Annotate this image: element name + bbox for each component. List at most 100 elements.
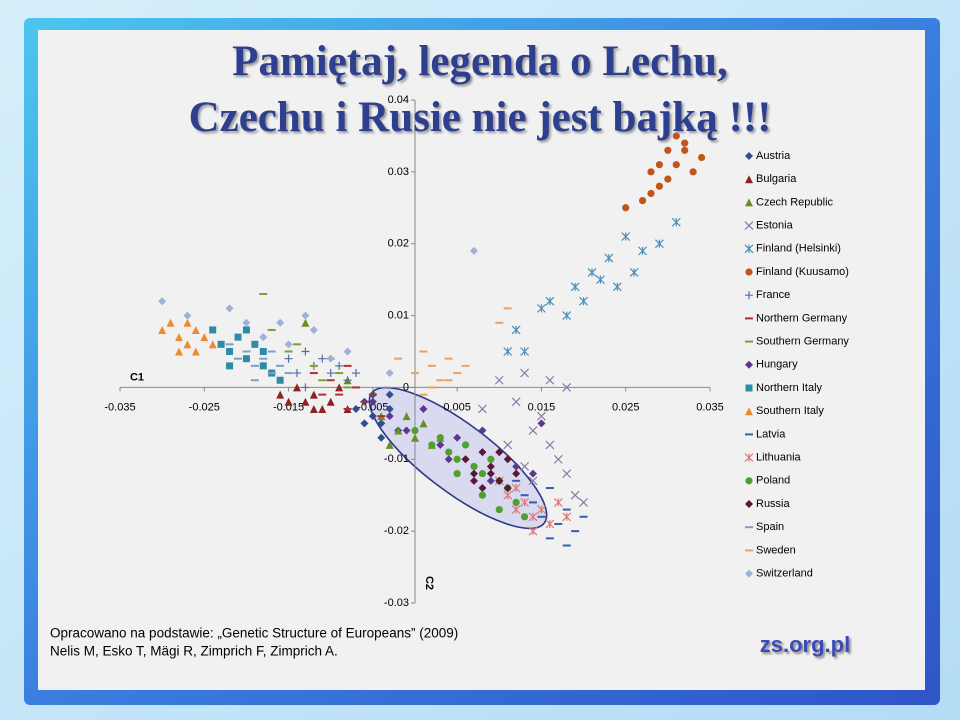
point bbox=[242, 318, 251, 327]
point bbox=[503, 490, 513, 500]
y-axis-label: C2 bbox=[423, 576, 435, 590]
point bbox=[478, 426, 487, 435]
point bbox=[562, 311, 572, 320]
point bbox=[225, 304, 234, 313]
x-tick-label: 0.015 bbox=[528, 401, 556, 413]
point bbox=[200, 333, 209, 342]
point bbox=[612, 282, 622, 292]
point bbox=[461, 441, 470, 449]
point bbox=[301, 383, 310, 392]
point bbox=[495, 505, 503, 514]
point bbox=[183, 311, 192, 320]
point bbox=[562, 469, 572, 479]
point bbox=[681, 139, 689, 147]
point bbox=[175, 333, 183, 342]
point bbox=[175, 347, 183, 356]
point bbox=[486, 476, 495, 485]
point bbox=[545, 375, 555, 385]
x-tick-label: -0.035 bbox=[104, 401, 135, 413]
point bbox=[385, 412, 394, 421]
legend-label: Southern Germany bbox=[756, 336, 849, 348]
point bbox=[503, 347, 513, 356]
point bbox=[461, 455, 470, 464]
legend-marker bbox=[744, 244, 754, 254]
point bbox=[604, 253, 614, 263]
point bbox=[495, 448, 504, 457]
legend-label: Latvia bbox=[756, 428, 786, 440]
plot: -0.035 -0.025 -0.015 -0.005 0.005 0.015 0.025 0… bbox=[104, 94, 723, 609]
point bbox=[621, 232, 631, 241]
point bbox=[511, 325, 521, 335]
point bbox=[512, 469, 521, 478]
point bbox=[528, 526, 538, 536]
legend-label: France bbox=[756, 289, 790, 301]
point bbox=[553, 454, 563, 464]
point bbox=[326, 354, 335, 363]
legend-marker bbox=[745, 384, 753, 392]
point bbox=[301, 318, 310, 327]
point bbox=[596, 275, 605, 285]
point bbox=[259, 348, 267, 355]
point bbox=[436, 440, 445, 449]
point bbox=[301, 397, 310, 406]
legend-label: Switzerland bbox=[756, 568, 813, 580]
x-tick-label: 0.005 bbox=[443, 401, 471, 413]
point bbox=[191, 347, 200, 356]
point bbox=[494, 375, 504, 385]
legend-label: Northern Germany bbox=[756, 312, 848, 324]
point bbox=[428, 441, 436, 449]
point bbox=[537, 419, 546, 428]
point bbox=[453, 455, 461, 463]
y-tick-label: 0.03 bbox=[388, 166, 409, 178]
legend-label: Hungary bbox=[756, 359, 798, 371]
point bbox=[587, 268, 597, 277]
y-tick-label: -0.03 bbox=[384, 597, 409, 609]
point bbox=[352, 404, 360, 413]
point bbox=[664, 146, 672, 154]
legend-label: Austria bbox=[756, 150, 791, 162]
x-tick-label: -0.015 bbox=[273, 401, 304, 413]
point bbox=[276, 390, 285, 399]
y-tick-label: -0.02 bbox=[384, 525, 409, 537]
legend-label: Spain bbox=[756, 521, 784, 533]
point bbox=[689, 168, 697, 176]
legend-marker bbox=[745, 291, 753, 300]
point bbox=[655, 161, 664, 169]
point bbox=[402, 426, 411, 435]
point bbox=[352, 369, 360, 378]
point bbox=[528, 426, 538, 435]
point bbox=[385, 369, 394, 378]
point bbox=[368, 412, 377, 421]
point bbox=[453, 470, 461, 478]
point bbox=[385, 440, 394, 449]
legend-label: Finland (Kuusamo) bbox=[756, 266, 849, 278]
point bbox=[638, 197, 647, 205]
x-tick-label: -0.025 bbox=[189, 401, 220, 413]
point bbox=[368, 397, 377, 406]
title-line: Pamiętaj, legenda o Lechu, bbox=[232, 38, 728, 85]
point bbox=[545, 519, 555, 529]
point bbox=[445, 448, 453, 456]
point bbox=[520, 497, 529, 507]
point bbox=[411, 433, 419, 442]
point bbox=[293, 383, 301, 392]
legend-label: Northern Italy bbox=[756, 382, 823, 394]
point bbox=[293, 369, 301, 378]
point bbox=[385, 404, 394, 413]
point bbox=[335, 383, 344, 392]
point bbox=[562, 512, 572, 522]
point bbox=[553, 497, 563, 507]
point bbox=[512, 498, 520, 506]
point bbox=[528, 476, 538, 486]
point bbox=[419, 419, 428, 428]
legend-marker bbox=[745, 477, 753, 485]
point bbox=[520, 462, 529, 471]
point bbox=[226, 348, 234, 355]
point bbox=[284, 397, 293, 406]
point bbox=[503, 484, 512, 493]
point bbox=[234, 333, 242, 341]
legend-label: Russia bbox=[756, 498, 791, 510]
legend-marker bbox=[745, 152, 753, 160]
point bbox=[562, 383, 572, 392]
